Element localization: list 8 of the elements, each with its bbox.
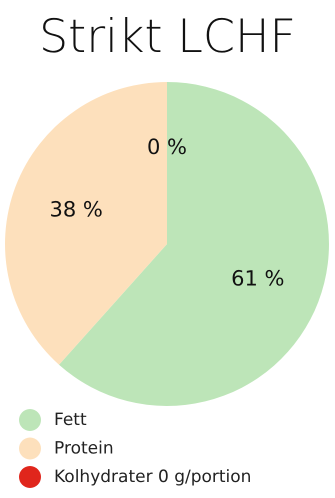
text: 0 %	[147, 134, 187, 159]
legend-label: Kolhydrater 0 g/portion	[54, 467, 252, 487]
legend-label: Fett	[54, 410, 87, 430]
pie-slice	[5, 82, 167, 365]
chart-title: Strikt LCHF	[38, 9, 296, 63]
data-label: 61 %	[231, 266, 284, 291]
data-label: 38 %	[50, 197, 103, 222]
legend-label: Protein	[54, 438, 114, 458]
